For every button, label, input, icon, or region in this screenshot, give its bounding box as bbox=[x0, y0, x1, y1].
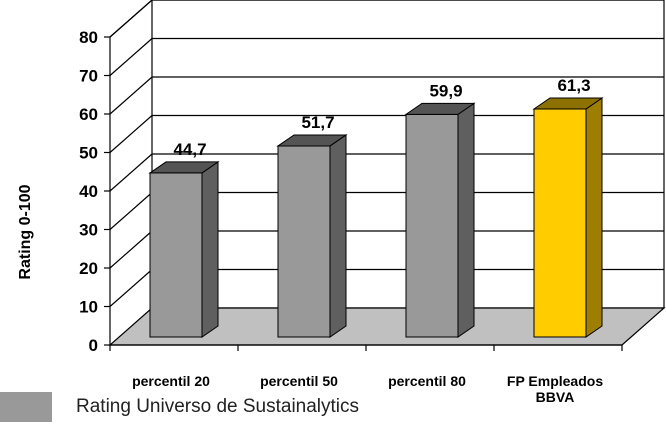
bar bbox=[404, 102, 476, 338]
gridline-depth bbox=[109, 76, 153, 115]
gridline-depth bbox=[109, 153, 153, 192]
bar-front bbox=[277, 145, 331, 338]
bar-side bbox=[201, 160, 219, 338]
data-label: 61,3 bbox=[557, 76, 590, 95]
bar-front bbox=[405, 113, 459, 338]
bar-top bbox=[404, 102, 476, 115]
y-tick-label: 40 bbox=[79, 182, 98, 201]
y-tick-label: 0 bbox=[89, 336, 98, 355]
bar-side bbox=[329, 134, 347, 338]
bar-top bbox=[532, 97, 604, 110]
y-tick-labels: 0 10 20 30 40 50 60 70 80 bbox=[79, 28, 98, 355]
y-tick-label: 20 bbox=[79, 259, 98, 278]
y-tick-label: 50 bbox=[79, 144, 98, 163]
gridline-depth bbox=[109, 269, 153, 307]
legend-swatch bbox=[0, 392, 52, 422]
bar-side bbox=[457, 102, 475, 338]
bar bbox=[148, 160, 220, 338]
bar-front bbox=[149, 172, 203, 338]
category-label: percentil 80 bbox=[388, 373, 466, 389]
category-label: percentil 20 bbox=[132, 373, 210, 389]
gridline-depth bbox=[109, 115, 153, 153]
legend-label: Rating Universo de Sustainalytics bbox=[76, 396, 360, 417]
bars bbox=[148, 97, 604, 338]
chart-axes bbox=[104, 0, 623, 351]
y-tick-label: 80 bbox=[79, 28, 98, 47]
data-label: 59,9 bbox=[429, 81, 462, 100]
y-axis-top-edge bbox=[109, 0, 153, 38]
bar-top bbox=[276, 134, 348, 147]
bar-top bbox=[148, 161, 220, 174]
category-label: FP Empleados BBVA bbox=[507, 373, 603, 405]
bar bbox=[532, 97, 604, 338]
data-label: 51,7 bbox=[301, 113, 334, 132]
bar-front bbox=[533, 108, 587, 338]
bar-side bbox=[585, 97, 603, 338]
legend: Rating Universo de Sustainalytics bbox=[0, 392, 359, 422]
gridline-depth bbox=[109, 230, 153, 269]
category-label: percentil 50 bbox=[260, 373, 338, 389]
gridline-depth bbox=[109, 192, 153, 230]
y-axis-title: Rating 0-100 bbox=[17, 184, 34, 279]
bar bbox=[276, 134, 348, 338]
y-tick-label: 30 bbox=[79, 221, 98, 240]
data-label: 44,7 bbox=[173, 140, 206, 159]
gridline-depth bbox=[109, 38, 153, 76]
y-tick-label: 10 bbox=[79, 298, 98, 317]
data-labels: 44,7 51,7 59,9 61,3 bbox=[173, 76, 590, 159]
category-labels: percentil 20 percentil 50 percentil 80 FP E… bbox=[132, 373, 603, 405]
y-tick-label: 70 bbox=[79, 67, 98, 86]
y-tick-label: 60 bbox=[79, 105, 98, 124]
